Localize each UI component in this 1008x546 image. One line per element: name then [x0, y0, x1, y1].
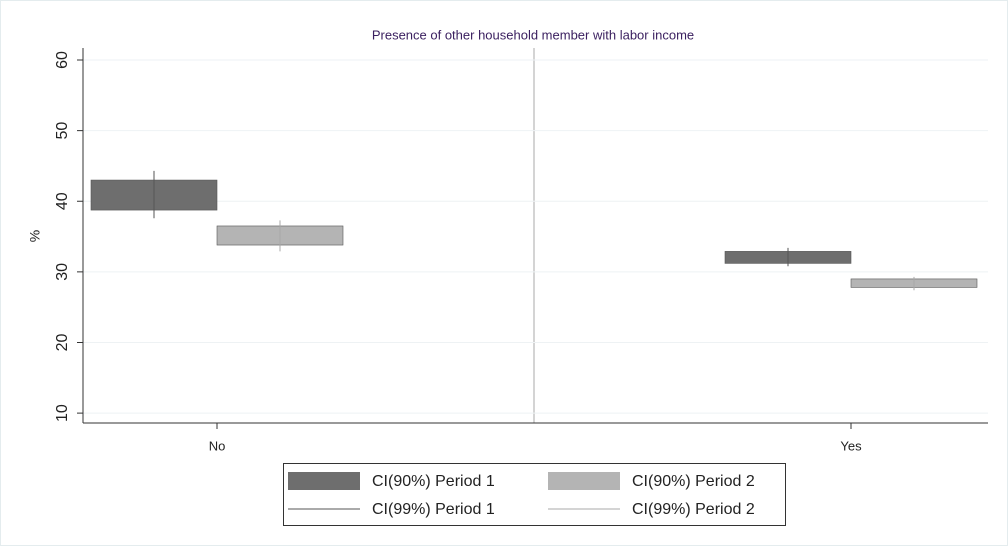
legend-swatch [288, 472, 360, 490]
y-tick-label: 50 [54, 122, 71, 140]
y-axis-label: % [27, 230, 43, 242]
y-tick-label: 40 [54, 192, 71, 210]
legend-swatch [548, 472, 620, 490]
legend-label: CI(90%) Period 2 [632, 473, 755, 490]
y-tick-label: 20 [54, 333, 71, 351]
y-tick-label: 10 [54, 404, 71, 422]
y-tick-label: 30 [54, 263, 71, 281]
legend-label: CI(90%) Period 1 [372, 473, 495, 490]
x-tick-label: No [209, 438, 226, 453]
y-tick-label: 60 [54, 51, 71, 69]
legend-label: CI(99%) Period 1 [372, 501, 495, 518]
legend [283, 463, 786, 526]
x-tick-label: Yes [840, 438, 862, 453]
legend-label: CI(99%) Period 2 [632, 501, 755, 518]
chart-title: Presence of other household member with … [372, 27, 694, 42]
